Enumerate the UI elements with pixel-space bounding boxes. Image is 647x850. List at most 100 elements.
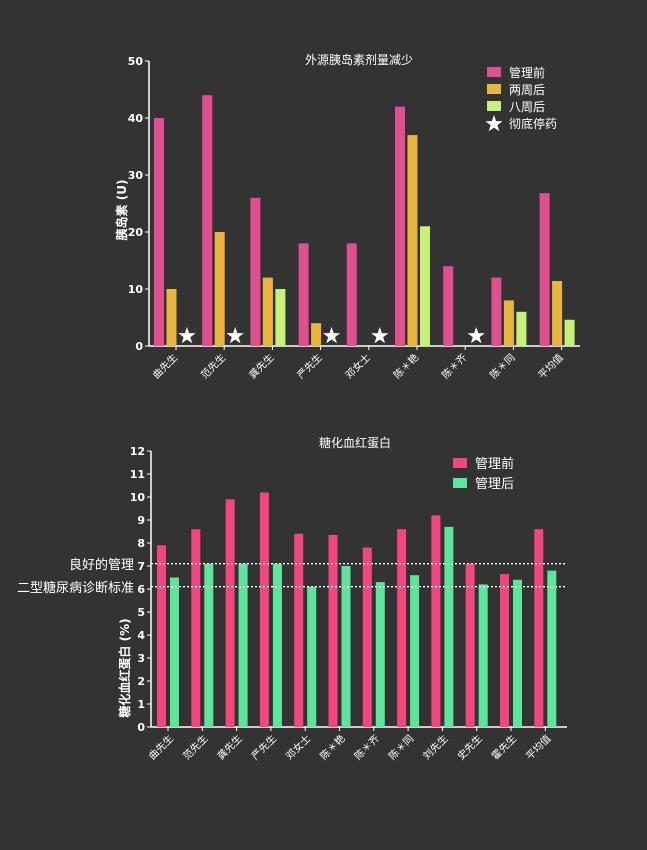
chart1-legend-swatch-1	[487, 84, 501, 94]
chart2-bar-1-3	[272, 563, 282, 727]
chart1-legend-label-0: 管理前	[509, 65, 545, 80]
chart1-legend-label-2: 八周后	[509, 100, 545, 114]
chart2-bar-1-8	[444, 526, 454, 727]
chart2-x-tick-label: 严先生	[249, 732, 279, 762]
chart1-bar-1-2	[262, 277, 273, 346]
chart2-reference-label-1: 二型糖尿病诊断标准	[17, 580, 134, 596]
chart2-bar-0-0	[157, 545, 166, 727]
chart2-x-tick-label: 陈＊艳	[317, 732, 347, 762]
chart1-x-tick-label: 平均值	[535, 351, 565, 381]
chart1-bar-0-6	[443, 266, 454, 346]
chart1-legend-swatch-0	[487, 67, 501, 77]
chart1-y-tick-label: 20	[128, 226, 144, 239]
chart2-y-tick-label: 4	[137, 629, 145, 642]
chart2-y-tick-label: 11	[130, 468, 145, 481]
chart2-bar-0-8	[431, 515, 441, 727]
chart1-bar-2-2	[275, 289, 286, 346]
chart2-legend-swatch-1	[453, 478, 467, 488]
chart2-bar-0-2	[225, 499, 235, 727]
chart2-y-tick-label: 12	[130, 445, 145, 458]
chart2-x-tick-label: 平均值	[523, 732, 553, 762]
chart2-y-tick-label: 10	[130, 491, 146, 504]
chart1-x-tick-label: 严先生	[294, 351, 324, 381]
chart2-bar-1-4	[307, 586, 317, 727]
chart1-x-tick-label: 龚先生	[246, 351, 276, 381]
chart2-x-tick-label: 刘先生	[420, 732, 450, 762]
chart2-y-tick-label: 3	[137, 652, 145, 665]
chart1-y-tick-label: 50	[128, 55, 144, 68]
chart2-bar-1-5	[341, 566, 351, 727]
chart2-x-tick-label: 龚先生	[214, 732, 244, 762]
chart1-bar-2-5	[420, 226, 430, 346]
chart2-bar-1-1	[204, 563, 214, 727]
chart1-bar-1-7	[503, 300, 514, 346]
chart2-bar-0-5	[328, 534, 338, 727]
chart1-bar-1-3	[311, 323, 322, 346]
chart1-bar-2-7	[516, 311, 527, 346]
chart1-bar-1-1	[214, 232, 225, 346]
chart1-bar-0-2	[250, 197, 261, 346]
chart2-y-tick-label: 8	[137, 537, 145, 550]
chart1-bar-0-3	[298, 243, 309, 346]
chart1-bar-0-5	[395, 106, 405, 346]
chart2-bar-0-7	[397, 529, 407, 727]
chart2-y-axis-label: 糖化血红蛋白 (%)	[117, 618, 132, 717]
chart2-x-tick-label: 霍先生	[489, 732, 519, 762]
chart2-bar-0-1	[191, 529, 201, 727]
chart2-bar-1-11	[547, 570, 557, 727]
insulin-dose-chart: 外源胰岛素剂量减少胰岛素 (U) 0 10 20 30 40 50 曲先生 范先生 龚先生 严先生邓…	[114, 52, 580, 381]
chart2-bar-1-10	[513, 579, 522, 727]
chart2-x-tick-label: 范先生	[180, 732, 210, 762]
chart2-x-tick-label: 陈＊齐	[352, 732, 382, 762]
chart1-star-marker-2	[323, 327, 341, 344]
chart1-legend-star-icon	[485, 115, 503, 132]
chart2-title: 糖化血红蛋白	[319, 435, 391, 450]
chart1-x-tick-label: 范先生	[198, 351, 228, 381]
chart1-legend-label-1: 两周后	[509, 83, 545, 97]
chart2-x-tick-label: 曲先生	[146, 732, 176, 762]
chart2-x-tick-label: 陈＊同	[386, 732, 416, 762]
chart2-bar-1-7	[410, 575, 420, 727]
chart2-bar-1-6	[375, 582, 385, 727]
chart2-y-tick-label: 9	[137, 514, 145, 527]
chart1-x-tick-label: 陈＊同	[487, 351, 517, 381]
chart2-x-tick-label: 邓女士	[283, 732, 313, 762]
chart1-bar-1-8	[552, 281, 563, 346]
chart1-y-axis-label: 胰岛素 (U)	[114, 180, 129, 241]
chart2-bar-0-11	[534, 529, 544, 727]
chart2-x-tick-label: 史先生	[454, 732, 484, 762]
chart2-legend-label-0: 管理前	[475, 456, 514, 472]
chart2-bar-1-0	[170, 577, 179, 727]
chart1-bar-2-8	[564, 319, 575, 346]
chart2-bar-0-3	[259, 492, 269, 727]
chart2-reference-label-0: 良好的管理	[69, 557, 134, 573]
chart1-bar-0-8	[539, 193, 550, 346]
chart2-bar-0-4	[294, 533, 304, 727]
chart1-bar-1-0	[166, 289, 177, 346]
chart1-x-tick-label: 陈＊齐	[439, 351, 469, 381]
chart2-y-tick-label: 7	[137, 560, 145, 573]
chart1-star-marker-1	[226, 327, 244, 344]
chart2-y-tick-label: 6	[137, 583, 145, 596]
chart1-bar-0-0	[154, 118, 164, 346]
chart2-legend-swatch-0	[453, 458, 467, 468]
chart2-bar-1-2	[238, 563, 248, 727]
chart2-legend-label-1: 管理后	[475, 477, 514, 492]
chart2-y-tick-label: 2	[137, 675, 145, 688]
chart1-star-marker-4	[467, 327, 485, 344]
chart2-bar-0-10	[500, 574, 509, 727]
chart1-x-tick-label: 曲先生	[150, 351, 180, 381]
chart1-bar-0-4	[346, 243, 357, 346]
chart1-x-tick-label: 邓女士	[343, 351, 373, 381]
chart1-bar-1-5	[407, 135, 418, 346]
chart1-legend-swatch-2	[487, 101, 501, 111]
chart1-bar-0-1	[202, 95, 213, 346]
chart2-y-tick-label: 5	[137, 606, 145, 619]
chart2-bar-0-9	[465, 563, 475, 727]
chart2-bar-0-6	[362, 547, 372, 727]
chart1-title: 外源胰岛素剂量减少	[305, 52, 413, 67]
chart1-x-tick-label: 陈＊艳	[391, 351, 421, 381]
chart1-y-tick-label: 40	[128, 112, 144, 125]
chart1-y-tick-label: 10	[128, 283, 144, 296]
